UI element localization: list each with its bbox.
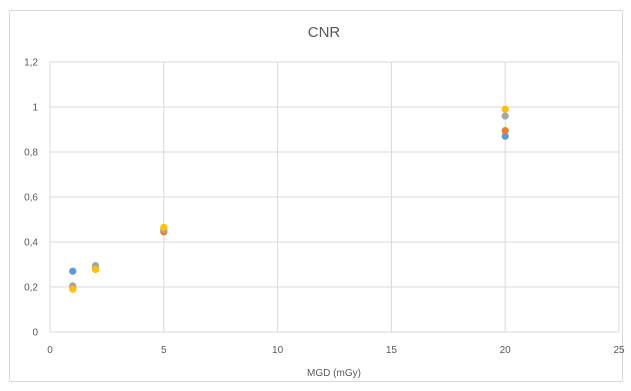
y-tick-label: 0,2 — [24, 283, 38, 294]
data-point — [501, 112, 509, 120]
gridlines — [49, 61, 620, 333]
chart-frame — [9, 10, 623, 382]
data-point — [160, 223, 168, 231]
y-axis-ticks: 0 0,2 0,4 0,6 0,8 1 1,2 — [24, 58, 38, 339]
x-axis-ticks: 0 5 10 15 20 25 — [47, 345, 625, 356]
x-tick-label: 25 — [613, 345, 625, 356]
x-tick-label: 15 — [386, 345, 398, 356]
data-points — [69, 105, 509, 293]
data-point — [69, 285, 77, 293]
x-tick-label: 5 — [161, 345, 167, 356]
y-tick-label: 0,8 — [24, 148, 38, 159]
data-point — [69, 267, 77, 275]
x-tick-label: 20 — [500, 345, 512, 356]
data-point — [501, 132, 509, 140]
data-point — [501, 127, 509, 135]
data-point — [91, 265, 100, 274]
x-tick-label: 0 — [47, 345, 53, 356]
x-tick-label: 10 — [272, 345, 284, 356]
y-tick-label: 0 — [32, 328, 38, 339]
y-tick-label: 1 — [32, 103, 38, 114]
chart-title: CNR — [308, 24, 341, 41]
y-tick-label: 0,6 — [24, 193, 38, 204]
data-point — [501, 105, 509, 113]
y-tick-label: 1,2 — [24, 58, 38, 69]
x-axis-label: MGD (mGy) — [307, 368, 361, 379]
y-tick-label: 0,4 — [24, 238, 38, 249]
